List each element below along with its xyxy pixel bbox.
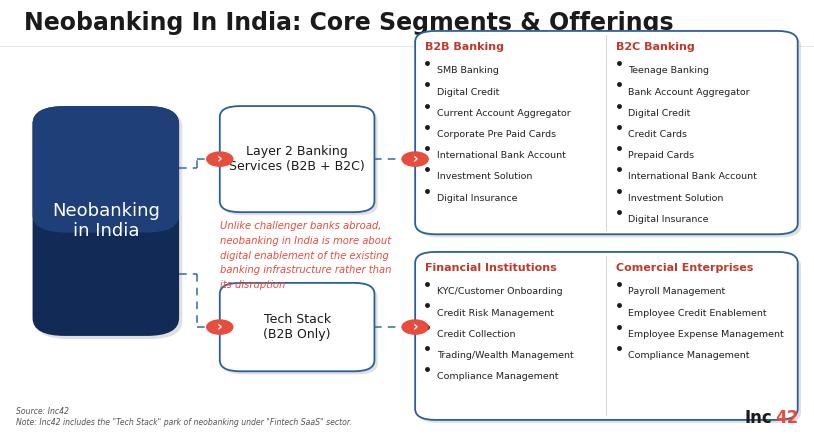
- Text: Neobanking
in India: Neobanking in India: [52, 202, 160, 240]
- FancyBboxPatch shape: [418, 34, 801, 237]
- Circle shape: [402, 320, 428, 334]
- Text: 42: 42: [776, 408, 799, 427]
- FancyBboxPatch shape: [33, 106, 179, 336]
- Text: Investment Solution: Investment Solution: [437, 172, 532, 181]
- Text: Source: Inc42
Note: Inc42 includes the "Tech Stack" park of neobanking under "Fi: Source: Inc42 Note: Inc42 includes the "…: [16, 407, 352, 427]
- Text: International Bank Account: International Bank Account: [437, 151, 566, 160]
- Text: Corporate Pre Paid Cards: Corporate Pre Paid Cards: [437, 130, 556, 139]
- Text: Bank Account Aggregator: Bank Account Aggregator: [628, 88, 750, 96]
- Text: Neobanking In India: Core Segments & Offerings: Neobanking In India: Core Segments & Off…: [24, 11, 674, 35]
- Text: Digital Credit: Digital Credit: [628, 109, 691, 118]
- Text: ›: ›: [217, 152, 222, 166]
- Text: B2B Banking: B2B Banking: [425, 42, 504, 52]
- FancyBboxPatch shape: [220, 283, 374, 371]
- Text: Trading/Wealth Management: Trading/Wealth Management: [437, 351, 574, 360]
- FancyBboxPatch shape: [223, 109, 378, 215]
- Text: B2C Banking: B2C Banking: [616, 42, 695, 52]
- Text: ›: ›: [413, 320, 418, 334]
- Text: Employee Expense Management: Employee Expense Management: [628, 330, 784, 339]
- Text: ›: ›: [217, 320, 222, 334]
- Text: Credit Collection: Credit Collection: [437, 330, 515, 339]
- Text: Layer 2 Banking
Services (B2B + B2C): Layer 2 Banking Services (B2B + B2C): [230, 145, 365, 173]
- Text: Digital Credit: Digital Credit: [437, 88, 500, 96]
- Text: Credit Cards: Credit Cards: [628, 130, 687, 139]
- Text: Current Account Aggregator: Current Account Aggregator: [437, 109, 571, 118]
- Text: Unlike challenger banks abroad,
neobanking in India is more about
digital enable: Unlike challenger banks abroad, neobanki…: [220, 221, 392, 290]
- FancyBboxPatch shape: [36, 109, 182, 339]
- Text: Credit Risk Management: Credit Risk Management: [437, 309, 554, 317]
- Text: Tech Stack
(B2B Only): Tech Stack (B2B Only): [264, 313, 330, 341]
- Text: Compliance Management: Compliance Management: [437, 372, 558, 381]
- Text: International Bank Account: International Bank Account: [628, 172, 757, 181]
- Text: Prepaid Cards: Prepaid Cards: [628, 151, 694, 160]
- FancyBboxPatch shape: [223, 286, 378, 374]
- Circle shape: [207, 152, 233, 166]
- Text: ›: ›: [413, 152, 418, 166]
- Circle shape: [402, 152, 428, 166]
- FancyBboxPatch shape: [418, 255, 801, 423]
- FancyBboxPatch shape: [33, 106, 179, 232]
- Text: Financial Institutions: Financial Institutions: [425, 263, 557, 273]
- Circle shape: [207, 320, 233, 334]
- FancyBboxPatch shape: [415, 252, 798, 420]
- FancyBboxPatch shape: [415, 31, 798, 234]
- Text: Teenage Banking: Teenage Banking: [628, 66, 710, 75]
- Text: Inc: Inc: [745, 408, 772, 427]
- Text: SMB Banking: SMB Banking: [437, 66, 499, 75]
- Text: KYC/Customer Onboarding: KYC/Customer Onboarding: [437, 287, 562, 296]
- Text: Employee Credit Enablement: Employee Credit Enablement: [628, 309, 767, 317]
- Text: Compliance Management: Compliance Management: [628, 351, 750, 360]
- Text: Payroll Management: Payroll Management: [628, 287, 725, 296]
- Text: Comercial Enterprises: Comercial Enterprises: [616, 263, 754, 273]
- Text: Digital Insurance: Digital Insurance: [437, 194, 518, 202]
- Text: Investment Solution: Investment Solution: [628, 194, 724, 202]
- Text: Digital Insurance: Digital Insurance: [628, 215, 709, 224]
- FancyBboxPatch shape: [220, 106, 374, 212]
